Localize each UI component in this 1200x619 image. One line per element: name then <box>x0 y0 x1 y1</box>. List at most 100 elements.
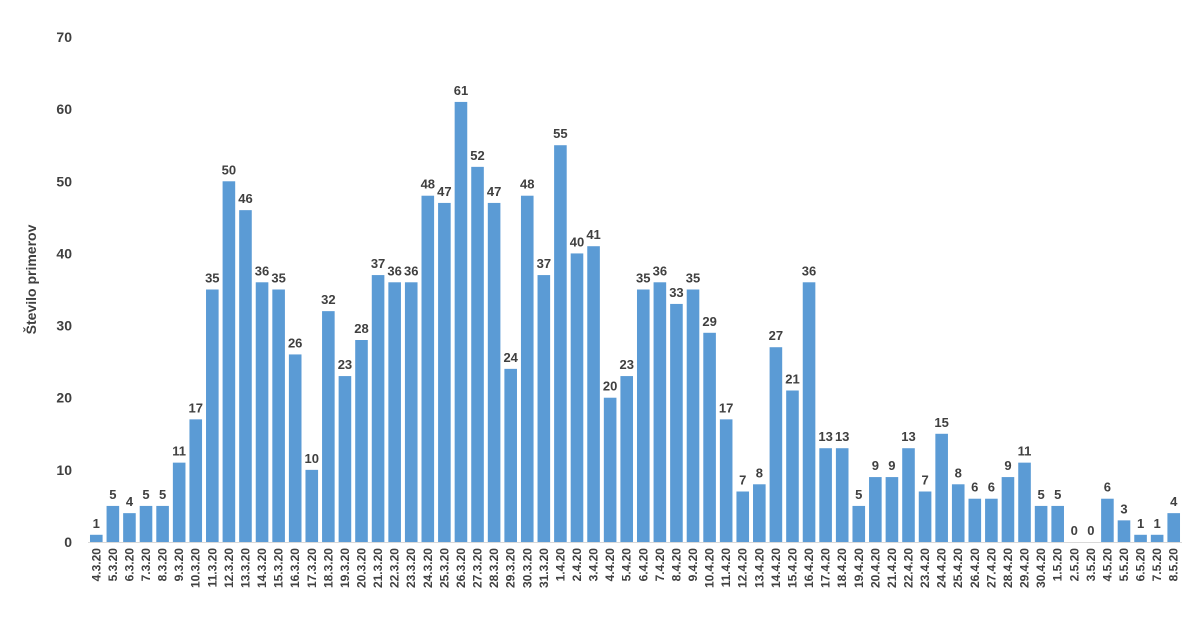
data-label: 5 <box>855 487 862 502</box>
bar <box>885 477 899 542</box>
data-label: 27 <box>769 328 783 343</box>
bar <box>935 433 948 542</box>
x-tick-label: 22.4.20 <box>902 548 916 588</box>
data-label: 37 <box>371 256 385 271</box>
bar <box>454 101 468 542</box>
bar <box>968 498 982 542</box>
bar <box>769 347 783 542</box>
x-tick-label: 14.3.20 <box>255 548 269 588</box>
data-label: 0 <box>1071 523 1078 538</box>
data-label: 24 <box>503 350 518 365</box>
bar <box>703 332 716 542</box>
bar <box>1051 505 1064 542</box>
x-tick-label: 7.4.20 <box>653 548 667 582</box>
x-tick-label: 4.5.20 <box>1100 548 1114 582</box>
bar <box>554 145 567 542</box>
bar <box>587 246 600 542</box>
x-tick-label: 26.3.20 <box>454 548 468 588</box>
bar <box>520 195 534 542</box>
x-tick-label: 5.5.20 <box>1117 548 1131 582</box>
bar <box>404 282 418 542</box>
data-label: 6 <box>988 480 995 495</box>
data-label: 17 <box>189 400 203 415</box>
x-tick-label: 8.4.20 <box>669 548 683 582</box>
data-label: 13 <box>835 429 849 444</box>
bar <box>123 513 136 542</box>
x-tick-label: 11.3.20 <box>205 548 219 588</box>
data-label: 4 <box>126 494 134 509</box>
x-tick-label: 27.4.20 <box>984 548 998 588</box>
bar <box>255 282 269 542</box>
x-tick-label: 1.4.20 <box>553 548 567 582</box>
data-label: 52 <box>470 148 484 163</box>
bar <box>1150 534 1164 542</box>
data-label: 35 <box>686 271 700 286</box>
x-tick-label: 16.3.20 <box>288 548 302 588</box>
x-tick-label: 16.4.20 <box>802 548 816 588</box>
y-tick-label: 40 <box>56 245 72 261</box>
data-label: 36 <box>255 263 269 278</box>
bar <box>620 376 634 542</box>
x-tick-label: 7.3.20 <box>139 548 153 582</box>
data-label: 21 <box>785 372 799 387</box>
bar <box>487 202 501 542</box>
data-label: 35 <box>271 271 285 286</box>
x-tick-label: 28.4.20 <box>1001 548 1015 588</box>
bar <box>421 195 435 542</box>
data-label: 7 <box>739 473 746 488</box>
x-tick-label: 28.3.20 <box>487 548 501 588</box>
x-tick-label: 3.4.20 <box>587 548 601 582</box>
data-label: 5 <box>1054 487 1061 502</box>
x-tick-label: 24.4.20 <box>935 548 949 588</box>
bar <box>106 505 120 542</box>
data-label: 40 <box>570 234 584 249</box>
data-label: 47 <box>487 184 501 199</box>
bar <box>1101 498 1114 542</box>
data-label: 48 <box>520 177 534 192</box>
bar <box>189 419 203 542</box>
x-tick-label: 6.3.20 <box>122 548 136 582</box>
x-tick-label: 12.3.20 <box>222 548 236 588</box>
x-tick-label: 10.3.20 <box>189 548 203 588</box>
data-label: 20 <box>603 379 617 394</box>
x-tick-label: 23.4.20 <box>918 548 932 588</box>
bar <box>388 282 401 542</box>
x-tick-label: 17.4.20 <box>819 548 833 588</box>
data-label: 0 <box>1087 523 1094 538</box>
x-tick-label: 12.4.20 <box>736 548 750 588</box>
data-label: 61 <box>454 83 468 98</box>
data-label: 46 <box>238 191 252 206</box>
bar <box>172 462 186 542</box>
x-tick-label: 19.4.20 <box>852 548 866 588</box>
bar <box>719 419 733 542</box>
data-label: 6 <box>1104 480 1111 495</box>
bar <box>1134 534 1147 542</box>
x-tick-label: 27.3.20 <box>471 548 485 588</box>
x-tick-label: 9.3.20 <box>172 548 186 582</box>
x-tick-label: 1.5.20 <box>1051 548 1065 582</box>
bar <box>1167 513 1181 542</box>
x-tick-label: 30.4.20 <box>1034 548 1048 588</box>
x-tick-label: 2.4.20 <box>570 548 584 582</box>
y-tick-label: 10 <box>56 462 72 478</box>
x-tick-label: 31.3.20 <box>537 548 551 588</box>
data-label: 9 <box>888 458 895 473</box>
y-tick-label: 60 <box>56 101 72 117</box>
x-tick-label: 2.5.20 <box>1067 548 1081 582</box>
data-label: 29 <box>702 314 716 329</box>
data-label: 1 <box>1137 516 1144 531</box>
data-label: 28 <box>354 321 368 336</box>
x-tick-label: 7.5.20 <box>1150 548 1164 582</box>
data-label: 41 <box>586 227 600 242</box>
bar <box>686 289 700 542</box>
bar <box>902 448 915 542</box>
x-tick-label: 30.3.20 <box>520 548 534 588</box>
bar <box>1117 520 1131 542</box>
x-tick-label: 5.4.20 <box>620 548 634 582</box>
x-tick-label: 29.3.20 <box>504 548 518 588</box>
x-tick-label: 17.3.20 <box>305 548 319 588</box>
bar <box>670 303 683 542</box>
bar <box>786 390 799 542</box>
x-tick-label: 9.4.20 <box>686 548 700 582</box>
